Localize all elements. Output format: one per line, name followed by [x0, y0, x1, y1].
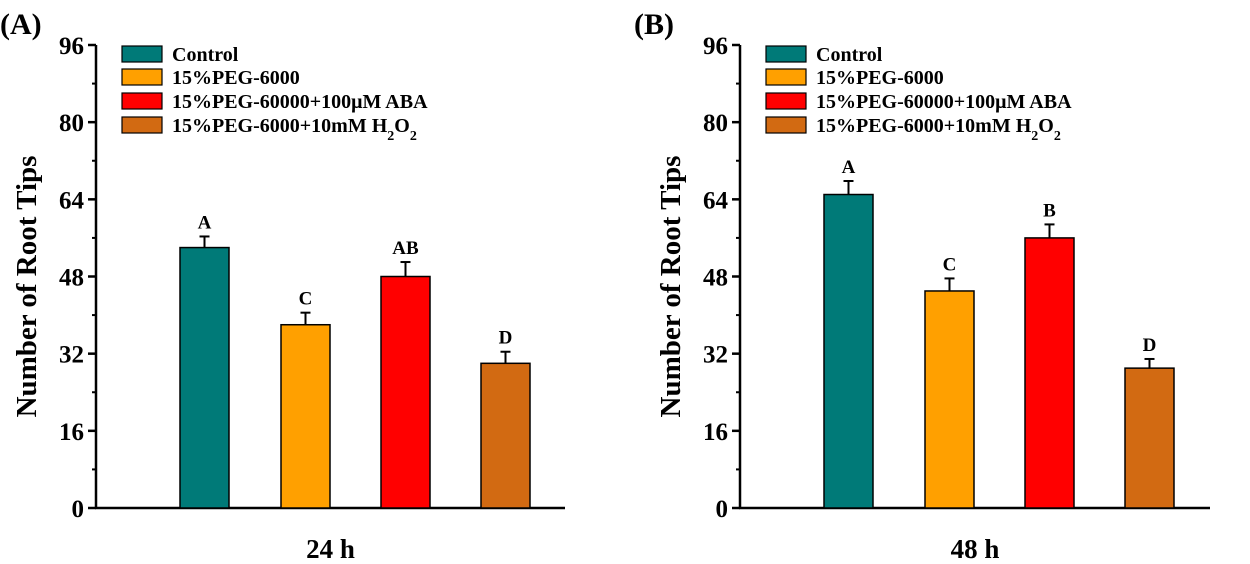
significance-label: A	[198, 212, 212, 233]
legend-label: Control	[816, 44, 883, 66]
legend-label: 15%PEG-6000+10mM H2O2	[172, 115, 417, 144]
legend-swatch	[121, 68, 163, 86]
y-tick-label: 32	[59, 342, 84, 369]
bar-2	[280, 323, 331, 509]
bar-1	[823, 193, 874, 509]
y-tick-label: 96	[59, 33, 84, 60]
panel-label: (A)	[0, 8, 42, 41]
legend-label: 15%PEG-60000+100μM ABA	[816, 91, 1072, 113]
bar-1	[179, 246, 230, 509]
significance-label: D	[499, 328, 513, 349]
legend-swatch	[121, 92, 163, 110]
legend-swatch	[765, 92, 807, 110]
y-tick-label: 48	[59, 265, 84, 292]
significance-label: B	[1043, 200, 1056, 221]
bar-2	[924, 290, 975, 509]
x-axis-title: 48 h	[951, 534, 1000, 564]
chart-panel-b: (B) 0 16 32 48 64 80 96 Number of Root Tips 48 h A…	[634, 8, 1210, 564]
chart-panel-a: (A) 0 16 32 48 64 80 96 Number of Root Tips 24 h A…	[0, 8, 565, 564]
bar-3	[1024, 237, 1075, 509]
legend-label: 15%PEG-6000	[816, 67, 944, 89]
y-tick-label: 0	[72, 496, 85, 523]
y-tick-label: 0	[716, 496, 729, 523]
legend-label: 15%PEG-6000+10mM H2O2	[816, 115, 1061, 144]
x-axis-title: 24 h	[306, 534, 355, 564]
panel-label: (B)	[634, 8, 674, 41]
significance-label: C	[299, 289, 313, 310]
y-tick-label: 48	[703, 265, 728, 292]
significance-label: C	[943, 254, 957, 275]
y-axis-title: Number of Root Tips	[655, 156, 687, 418]
y-tick-label: 16	[59, 419, 84, 446]
y-tick-label: 80	[703, 110, 728, 137]
y-tick-label: 96	[703, 33, 728, 60]
y-axis-title: Number of Root Tips	[11, 156, 43, 418]
significance-label: A	[842, 157, 856, 178]
bar-4	[1124, 367, 1175, 509]
y-tick-label: 64	[703, 187, 729, 214]
legend-swatch	[121, 45, 163, 63]
bar-3	[380, 275, 431, 509]
legend-swatch	[765, 68, 807, 86]
legend-label: 15%PEG-6000	[172, 67, 300, 89]
legend-label: 15%PEG-60000+100μM ABA	[172, 91, 428, 113]
significance-label: D	[1143, 335, 1157, 356]
y-tick-label: 80	[59, 110, 84, 137]
bar-4	[480, 362, 531, 509]
y-tick-label: 32	[703, 342, 728, 369]
legend-swatch	[765, 45, 807, 63]
y-tick-label: 16	[703, 419, 728, 446]
legend-label: Control	[172, 44, 239, 66]
legend-swatch	[765, 116, 807, 134]
legend-swatch	[121, 116, 163, 134]
significance-label: AB	[392, 238, 419, 259]
y-tick-label: 64	[59, 187, 85, 214]
